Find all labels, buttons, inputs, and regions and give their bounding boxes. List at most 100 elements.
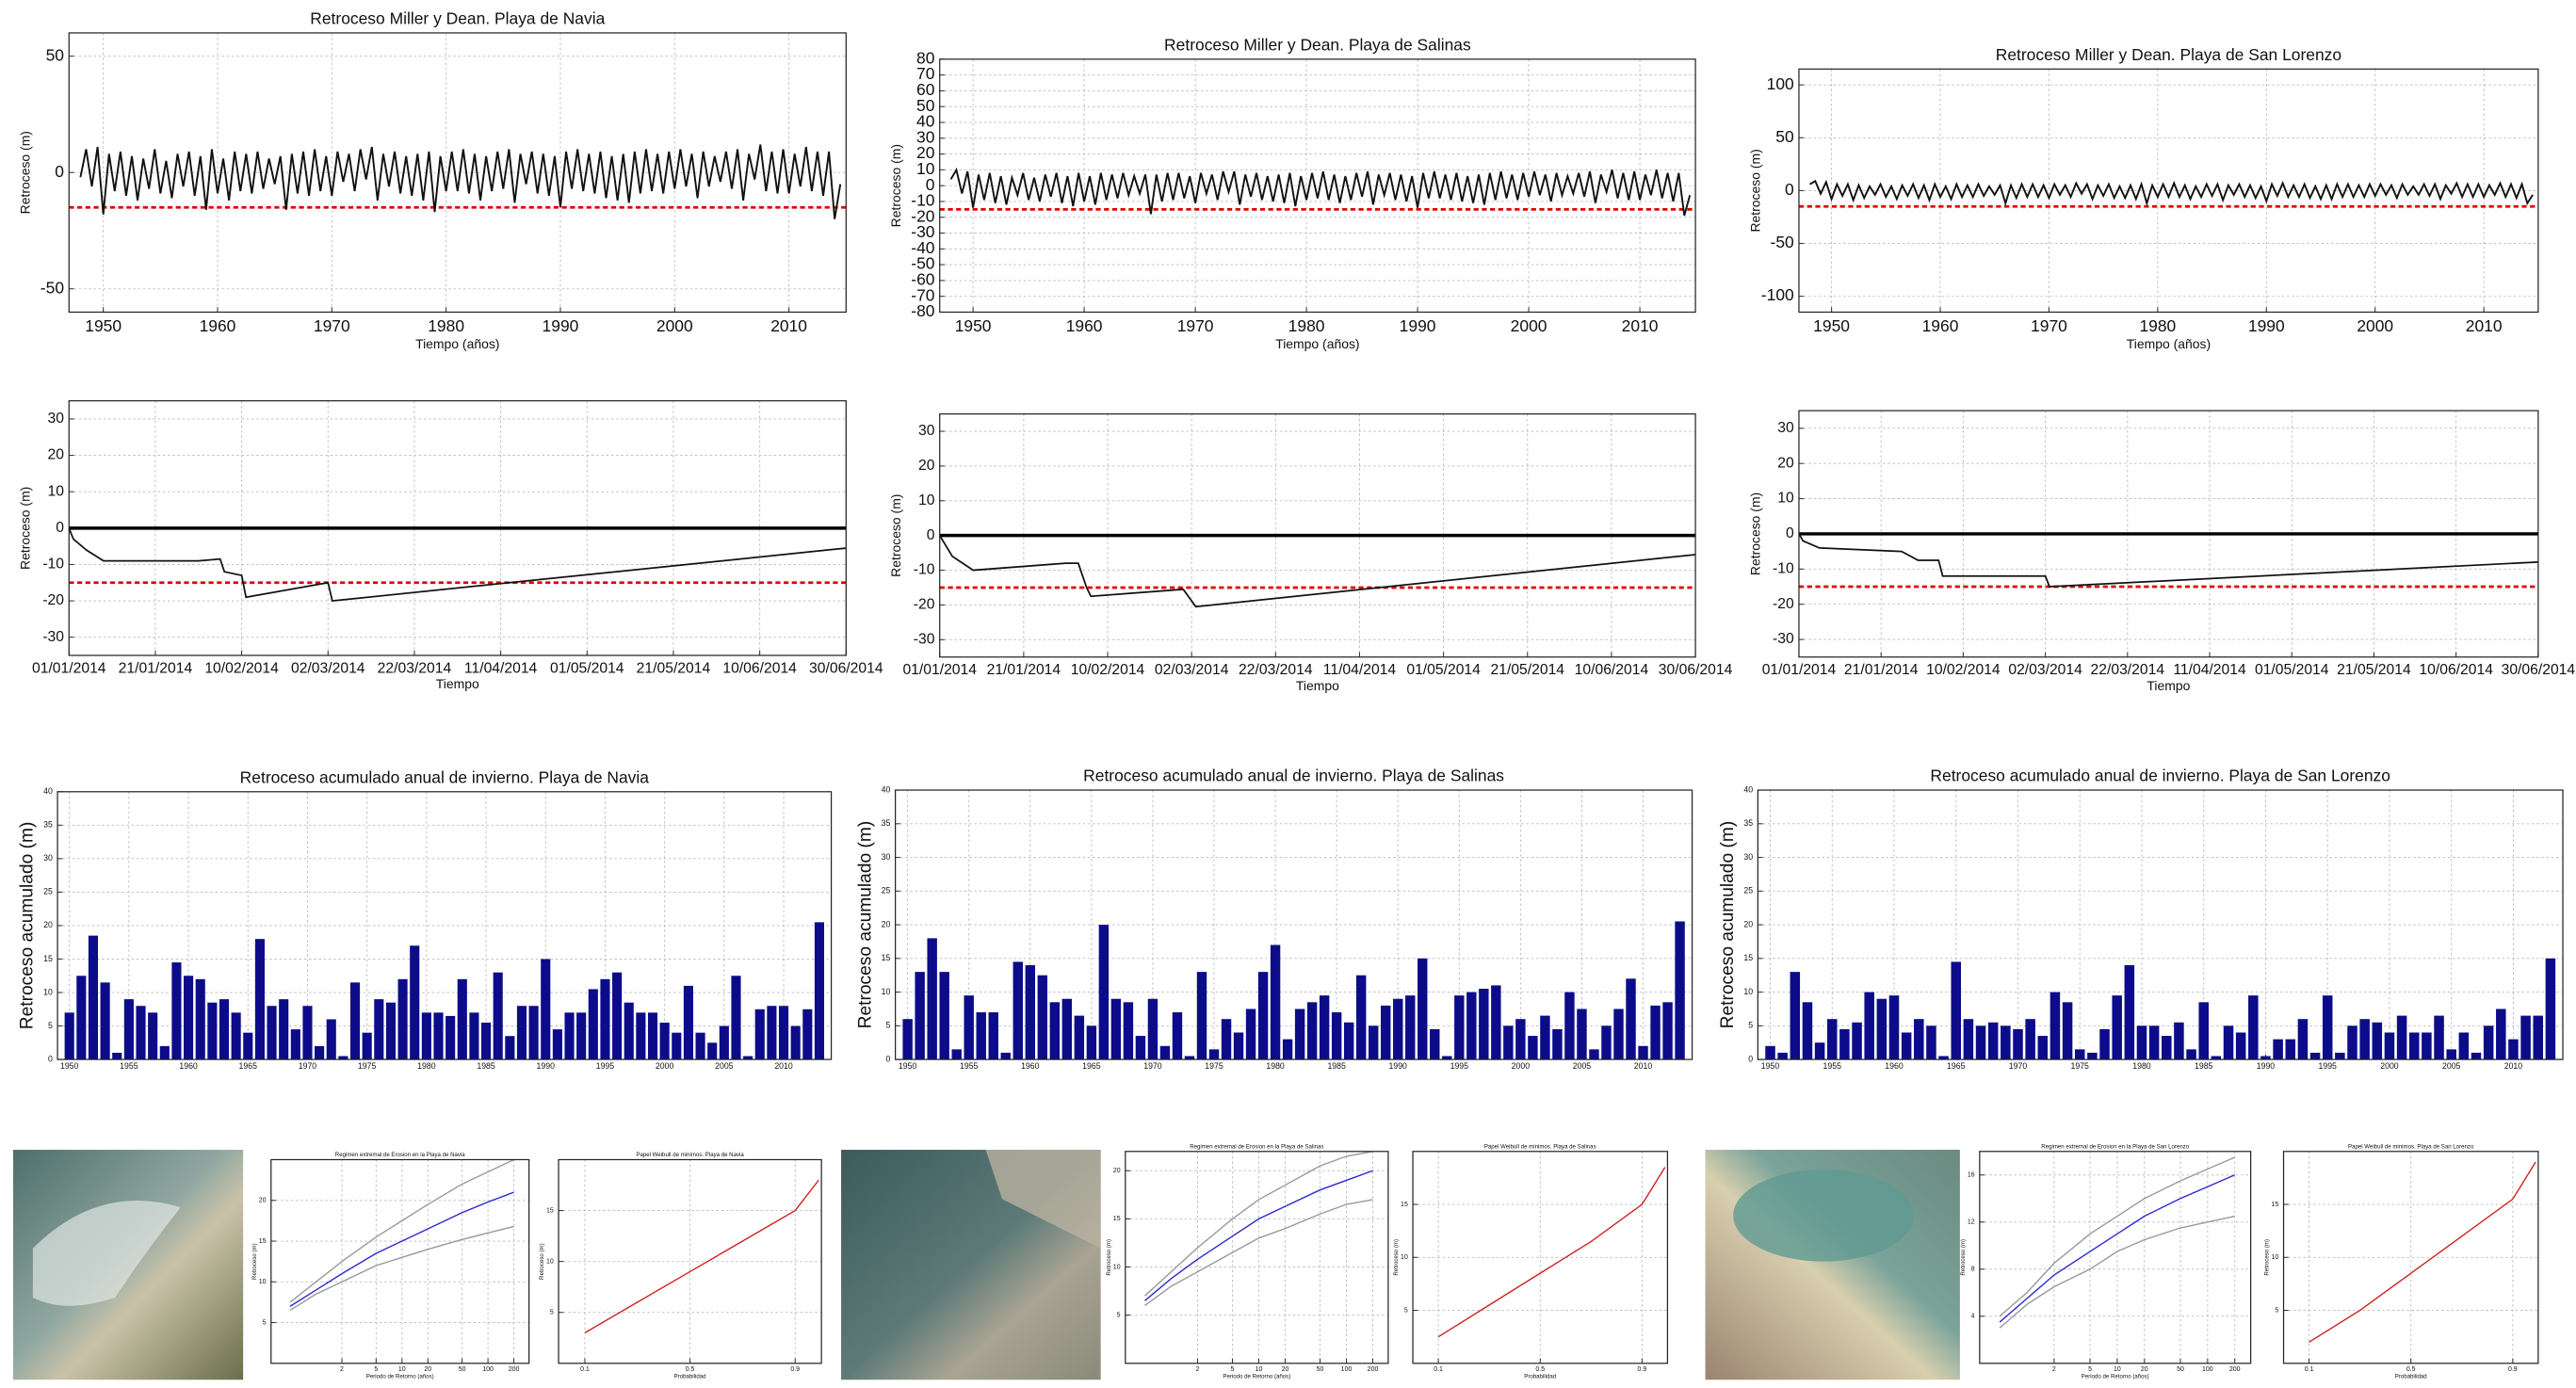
bar (1790, 972, 1801, 1060)
bar (552, 1029, 562, 1060)
x-tick-label: 1960 (1922, 316, 1959, 335)
x-tick-label: 100 (1341, 1366, 1353, 1373)
x-axis-label: Probabilidad (1524, 1373, 1556, 1380)
bar (1013, 961, 1023, 1060)
bar (338, 1056, 348, 1060)
bar (1098, 925, 1110, 1060)
bar (290, 1029, 300, 1060)
bar (1319, 995, 1330, 1060)
x-tick-label: 20 (1282, 1366, 1289, 1373)
x-tick-label: 2010 (2466, 316, 2503, 335)
bar (790, 1025, 801, 1060)
x-axis-label: Tiempo (2147, 678, 2190, 693)
bar (2408, 1032, 2420, 1060)
x-tick-label: 5 (1231, 1366, 1235, 1373)
y-tick-label: 5 (886, 1021, 891, 1030)
plot-frame (68, 400, 847, 656)
x-tick-label: 21/05/2014 (2337, 662, 2411, 678)
x-tick-label: 11/04/2014 (464, 660, 538, 676)
x-tick-label: 2010 (774, 1061, 793, 1071)
bar (1208, 1049, 1220, 1060)
bar (2223, 1025, 2234, 1060)
x-tick-label: 10/02/2014 (204, 660, 279, 676)
y-tick-label: 5 (1117, 1312, 1121, 1318)
x-tick-label: 02/03/2014 (291, 660, 365, 676)
bar (1864, 992, 1874, 1060)
x-tick-label: 10 (1256, 1366, 1263, 1373)
y-tick-label: 30 (882, 852, 891, 862)
x-tick-label: 1990 (2248, 316, 2285, 335)
bar (2471, 1052, 2482, 1060)
bar (254, 939, 265, 1060)
y-axis-label: Retroceso (m) (18, 131, 33, 214)
bar (767, 1006, 777, 1060)
x-tick-label: 1965 (1947, 1061, 1966, 1071)
x-tick-label: 10/06/2014 (722, 660, 797, 676)
bar (2520, 1015, 2531, 1060)
x-tick-label: 30/06/2014 (1659, 662, 1733, 678)
bar (1074, 1015, 1085, 1060)
y-tick-label: 40 (1743, 784, 1753, 794)
y-tick-label: -20 (914, 597, 935, 613)
bar (1454, 995, 1465, 1060)
y-tick-label: 0 (1748, 1054, 1753, 1063)
x-tick-label: 10/02/2014 (1926, 662, 2001, 678)
bar (1613, 1009, 1624, 1060)
bar (267, 1006, 277, 1060)
series-line (1999, 1174, 2236, 1323)
bar (2285, 1039, 2296, 1060)
y-tick-label: 15 (2272, 1202, 2279, 1208)
bar (1914, 1019, 1924, 1060)
x-tick-label: 1950 (899, 1061, 917, 1071)
bar (1975, 1025, 1986, 1060)
bar (159, 1045, 170, 1060)
bar (112, 1052, 122, 1060)
bar (2446, 1049, 2456, 1060)
y-axis-label: Retroceso acumulado (m) (18, 822, 38, 1030)
bar (1601, 1025, 1612, 1060)
x-tick-label: 10/06/2014 (2419, 662, 2493, 678)
y-tick-label: 35 (43, 820, 53, 830)
bar (624, 1002, 634, 1060)
x-tick-label: 2 (2052, 1366, 2056, 1373)
y-tick-label: 0 (55, 162, 64, 181)
y-tick-label: -20 (1773, 596, 1794, 612)
y-tick-label: 50 (46, 45, 65, 64)
x-tick-label: 21/01/2014 (119, 660, 193, 676)
series-line (1809, 179, 2534, 207)
chart-title: Retroceso acumulado anual de invierno. P… (240, 767, 650, 786)
y-axis-label: Retroceso (m) (2264, 1239, 2271, 1276)
y-tick-label: -10 (1773, 560, 1794, 576)
bar (1147, 998, 1158, 1060)
y-tick-label: 60 (916, 80, 935, 99)
x-tick-label: 1995 (1450, 1061, 1469, 1071)
y-tick-label: 25 (43, 887, 53, 896)
bar (469, 1012, 479, 1060)
x-tick-label: 1950 (1761, 1061, 1780, 1071)
bar (184, 976, 194, 1060)
x-tick-label: 0.1 (1434, 1366, 1443, 1373)
bar (148, 1012, 158, 1060)
bar (1777, 1052, 1788, 1060)
x-tick-label: 1985 (2195, 1061, 2213, 1071)
x-tick-label: 2010 (770, 316, 807, 335)
series-line (289, 1191, 514, 1307)
bar (2483, 1025, 2494, 1060)
bar (88, 935, 99, 1060)
chart-title: Retroceso acumulado anual de invierno. P… (1083, 767, 1504, 785)
x-tick-label: 1970 (2031, 316, 2067, 335)
bar (2372, 1022, 2383, 1060)
bar (612, 972, 623, 1060)
x-tick-label: 1980 (417, 1061, 436, 1071)
bar (1306, 1002, 1318, 1060)
y-tick-label: 10 (2272, 1254, 2279, 1261)
bar (1626, 978, 1636, 1060)
x-tick-label: 200 (2229, 1366, 2241, 1373)
bar (362, 1032, 372, 1060)
bar (1491, 985, 1501, 1060)
bar (2335, 1052, 2345, 1060)
bar (927, 938, 937, 1060)
y-tick-label: 5 (263, 1319, 267, 1326)
y-tick-label: -20 (42, 592, 64, 608)
